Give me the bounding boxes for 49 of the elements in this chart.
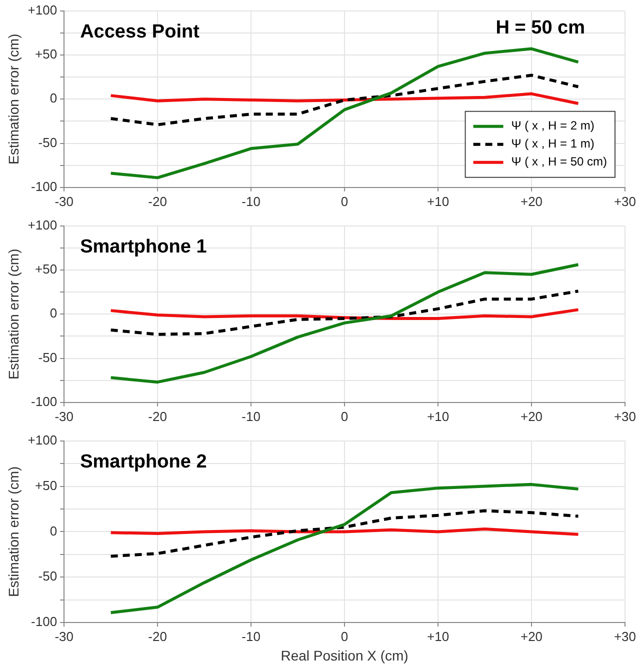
x-tick-label: -10 (242, 194, 260, 209)
legend-label: Ψ ( x , H = 50 cm) (511, 154, 608, 169)
x-tick-label: -30 (54, 194, 74, 209)
y-tick-label: +100 (28, 2, 58, 18)
x-tick-label: -10 (242, 408, 260, 424)
y-tick-label: 0 (50, 306, 58, 321)
x-axis-title: Real Position X (cm) (280, 647, 408, 664)
x-tick-label: +30 (614, 408, 636, 424)
y-tick-label: -50 (38, 134, 58, 150)
x-tick-label: +10 (426, 194, 450, 209)
y-tick-label: -100 (31, 178, 58, 194)
y-tick-label: -100 (31, 394, 58, 409)
x-tick-label: +20 (520, 408, 543, 424)
x-tick-label: 0 (340, 408, 348, 424)
y-tick-label: +50 (35, 46, 58, 62)
y-tick-label: 0 (50, 90, 58, 106)
legend-label: Ψ ( x , H = 1 m) (511, 136, 594, 151)
x-tick-label: 0 (340, 194, 348, 209)
y-tick-label: 0 (50, 523, 58, 538)
y-axis-title: Estimation error (cm) (5, 248, 22, 380)
x-tick-label: -20 (148, 194, 167, 209)
y-tick-label: +100 (28, 432, 58, 448)
y-tick-label: +100 (28, 217, 58, 232)
x-tick-label: -20 (148, 408, 167, 424)
x-tick-label: +20 (520, 628, 543, 644)
y-tick-label: -100 (31, 614, 58, 630)
text: Access Point (80, 22, 200, 43)
x-tick-label: +10 (426, 408, 450, 424)
y-tick-label: +50 (35, 478, 58, 493)
x-tick-label: +20 (520, 194, 543, 209)
y-axis-title: Estimation error (cm) (5, 466, 22, 598)
line-series (109, 290, 580, 336)
x-tick-label: +30 (614, 194, 636, 209)
line-series (109, 509, 580, 558)
x-tick-label: -30 (54, 408, 74, 424)
x-tick-label: 0 (340, 628, 348, 644)
annotation: H = 50 cm (496, 18, 585, 39)
text: Smartphone 2 (80, 452, 207, 473)
y-tick-label: -50 (38, 350, 58, 365)
y-tick-label: -50 (38, 568, 58, 584)
x-tick-label: +30 (614, 628, 636, 644)
y-axis-title: Estimation error (cm) (5, 34, 22, 164)
x-tick-label: -10 (242, 628, 260, 644)
x-tick-label: +10 (426, 628, 450, 644)
x-tick-label: -20 (148, 628, 167, 644)
text: Smartphone 1 (80, 236, 208, 258)
y-tick-label: +50 (35, 262, 58, 277)
legend-label: Ψ ( x , H = 2 m) (511, 118, 594, 133)
x-tick-label: -30 (54, 628, 74, 644)
